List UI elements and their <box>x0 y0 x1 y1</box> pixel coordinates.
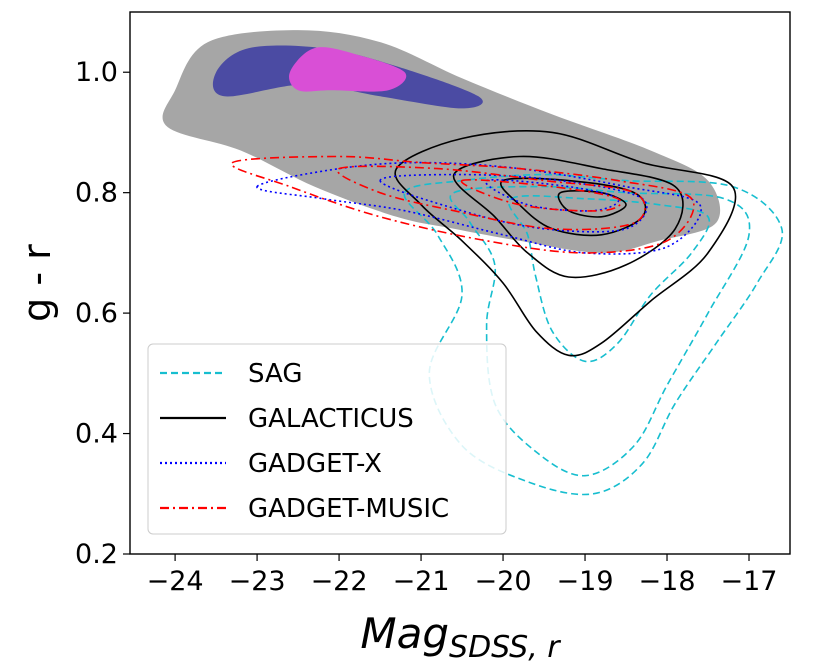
y-tick-label: 0.8 <box>75 178 118 209</box>
contour-galacticus-3 <box>500 177 647 237</box>
x-axis-label-main: Mag <box>360 609 449 658</box>
series-gadget-x <box>256 161 702 255</box>
legend: SAG GALACTICUS GADGET-X GADGET-MUSIC <box>147 343 507 535</box>
series-galacticus <box>394 130 737 357</box>
contour-sag-3 <box>508 195 711 363</box>
density-inner-region <box>289 47 407 92</box>
x-tick-label: −19 <box>557 566 614 597</box>
y-axis-label: g - r <box>15 244 59 322</box>
x-tick-label: −20 <box>475 566 532 597</box>
density-background <box>162 30 721 253</box>
contour-gadget-music-3 <box>460 178 622 212</box>
contour-gadget-music-2 <box>336 165 646 231</box>
contour-gadget-x-1 <box>256 161 702 255</box>
x-axis-label: MagSDSS, r <box>360 609 561 665</box>
legend-label-gadget-x: GADGET-X <box>248 449 382 479</box>
legend-box <box>147 343 507 535</box>
x-tick-label: −24 <box>147 566 204 597</box>
x-axis-label-sub: SDSS, r <box>449 630 561 665</box>
x-tick-label: −21 <box>393 566 450 597</box>
legend-label-gadget-music: GADGET-MUSIC <box>248 494 449 524</box>
contour-galacticus-1 <box>394 130 737 357</box>
y-tick-label: 0.4 <box>75 419 118 450</box>
contour-galacticus-2 <box>453 155 684 279</box>
legend-entries: SAG GALACTICUS GADGET-X GADGET-MUSIC <box>160 359 449 524</box>
x-tick-label: −17 <box>721 566 778 597</box>
y-tick-label: 0.2 <box>75 539 118 570</box>
legend-label-sag: SAG <box>248 359 302 389</box>
contour-gadget-music-1 <box>230 155 695 254</box>
contour-sag-2 <box>449 185 751 477</box>
x-axis: −24 −23 −22 −21 −20 −19 −18 −17 <box>147 554 778 597</box>
contour-gadget-x-3 <box>484 178 620 212</box>
y-axis: 0.2 0.4 0.6 0.8 1.0 <box>75 57 130 570</box>
contour-galacticus-4 <box>557 190 627 218</box>
series-gadget-music <box>230 155 695 254</box>
y-tick-label: 0.6 <box>75 298 118 329</box>
y-tick-label: 1.0 <box>75 57 118 88</box>
x-tick-label: −18 <box>639 566 696 597</box>
plot-frame <box>129 11 791 555</box>
x-tick-label: −23 <box>229 566 286 597</box>
x-tick-label: −22 <box>311 566 368 597</box>
legend-label-galacticus: GALACTICUS <box>248 404 414 434</box>
